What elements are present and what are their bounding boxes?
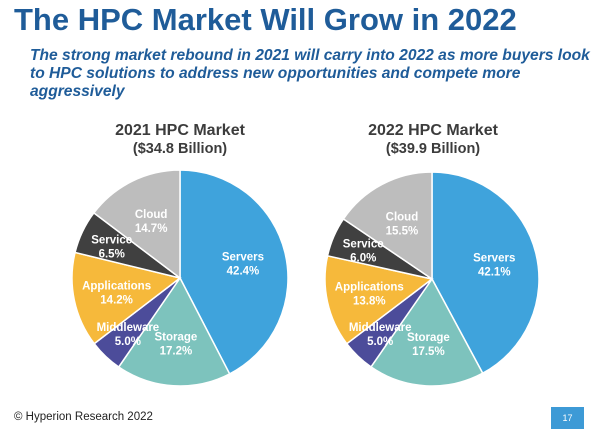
- pie-label-2021-service: Service 6.5%: [91, 235, 132, 261]
- chart-2021-heading: 2021 HPC Market ($34.8 Billion): [70, 121, 290, 159]
- pie-label-2021-applications: Applications 14.2%: [82, 280, 151, 306]
- pie-slice-2021-servers: [179, 169, 289, 375]
- pie-slice-2021-storage: [117, 276, 231, 387]
- slide-title: The HPC Market Will Grow in 2022: [14, 2, 517, 37]
- pie-slice-2022-applications: [324, 254, 434, 345]
- pie-slice-2021-applications: [71, 251, 182, 345]
- page-number: 17: [551, 407, 584, 429]
- pie-slice-2022-cloud: [342, 171, 433, 281]
- chart-2022-title: 2022 HPC Market: [368, 122, 498, 139]
- pie-slice-2021-cloud: [92, 169, 181, 280]
- pie-label-2022-servers: Servers 42.1%: [473, 252, 515, 278]
- copyright-footer: © Hyperion Research 2022: [14, 411, 153, 423]
- pie-label-2021-servers: Servers 42.4%: [222, 252, 264, 278]
- chart-2022-heading: 2022 HPC Market ($39.9 Billion): [323, 121, 543, 159]
- chart-2021-title: 2021 HPC Market: [115, 122, 245, 139]
- pie-label-2021-middleware: Middleware 5.0%: [97, 322, 160, 348]
- pie-label-2022-cloud: Cloud 15.5%: [386, 211, 419, 237]
- pie-slice-2022-servers: [431, 171, 540, 375]
- pie-label-2022-service: Service 6.0%: [343, 238, 384, 264]
- pie-label-2022-applications: Applications 13.8%: [335, 282, 404, 308]
- pie-label-2022-storage: Storage 17.5%: [407, 332, 450, 358]
- slide-subtitle: The strong market rebound in 2021 will c…: [30, 47, 590, 100]
- pie-slice-2022-storage: [369, 277, 484, 387]
- pie-label-2021-cloud: Cloud 14.7%: [135, 209, 168, 235]
- pie-label-2021-storage: Storage 17.2%: [155, 332, 198, 358]
- chart-2022-subtitle: ($39.9 Billion): [385, 141, 481, 157]
- pie-label-2022-middleware: Middleware 5.0%: [349, 322, 412, 348]
- chart-2021-subtitle: ($34.8 Billion): [132, 141, 228, 157]
